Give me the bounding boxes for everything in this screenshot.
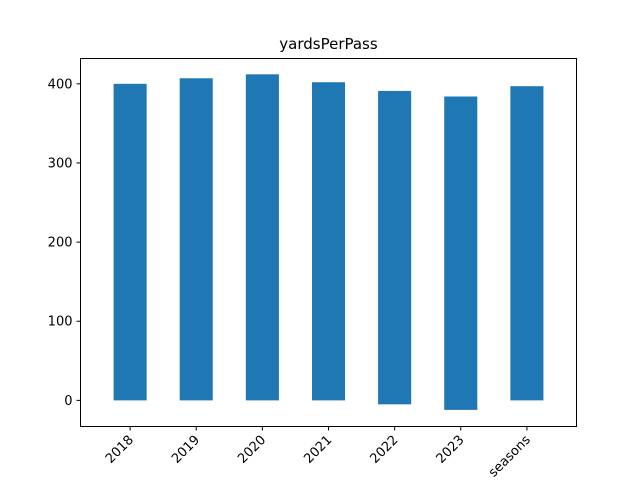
y-tick-label: 400 — [48, 77, 73, 92]
bar-2023 — [444, 96, 478, 410]
y-tick-label: 100 — [48, 315, 73, 330]
y-tick-label: 0 — [64, 394, 72, 409]
chart-title: yardsPerPass — [279, 35, 378, 53]
bar-2022 — [378, 90, 412, 405]
bar-2019 — [179, 78, 213, 401]
bar-2020 — [245, 74, 279, 401]
bar-2021 — [311, 82, 346, 401]
y-tick-label: 200 — [48, 236, 73, 251]
bar-seasons — [510, 86, 544, 401]
y-tick-label: 300 — [48, 156, 73, 171]
bar-2018 — [113, 83, 147, 401]
plot-frame — [80, 58, 577, 427]
bars-layer — [113, 74, 544, 410]
